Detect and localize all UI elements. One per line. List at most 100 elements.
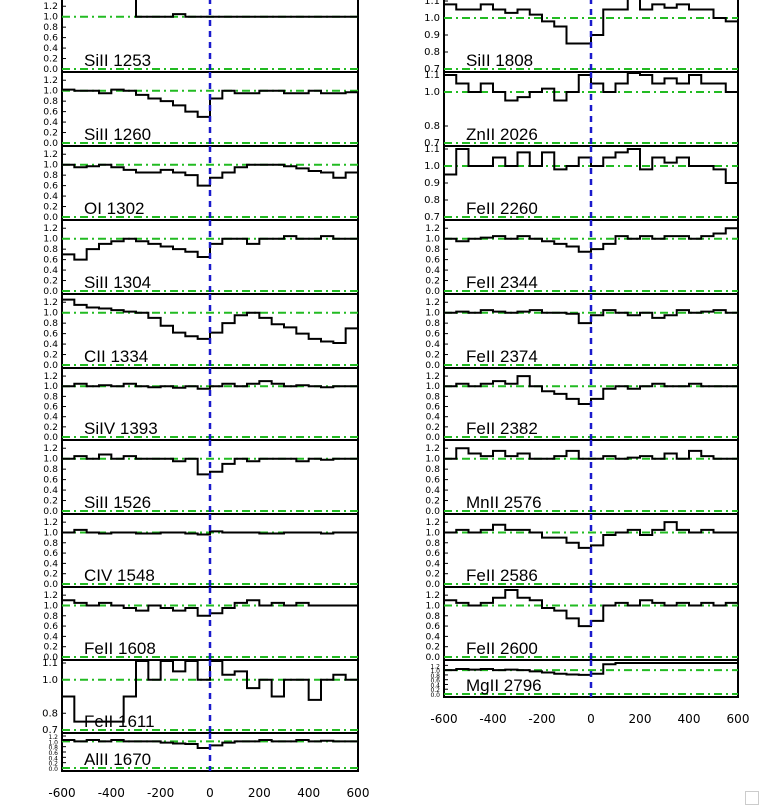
y-tick-label: 0.6	[43, 255, 58, 266]
x-tick-label: 400	[297, 786, 320, 800]
spectrum-panel: 0.00.20.40.60.81.01.2 FeII 2344	[425, 219, 739, 297]
transition-label: SiII 1304	[84, 273, 151, 292]
y-tick-label: 0.4	[43, 485, 58, 496]
y-tick-label: 1.2	[425, 223, 440, 234]
flux-histogram	[62, 380, 358, 390]
flux-histogram	[444, 521, 738, 549]
flux-histogram	[444, 0, 738, 45]
y-tick-label: 0.4	[43, 117, 58, 128]
transition-label: MnII 2576	[466, 493, 542, 512]
x-tick-label: -200	[528, 712, 555, 726]
y-tick-label: 1.0	[425, 234, 440, 245]
y-tick-label: 0.4	[426, 632, 441, 642]
y-tick-label: 0.0	[43, 360, 58, 371]
y-tick-label: 0.4	[426, 559, 441, 569]
y-tick-label: 0.2	[43, 128, 58, 139]
flux-histogram	[62, 88, 358, 118]
y-tick-label: 0.2	[43, 54, 58, 65]
y-tick-label: 1.0	[424, 161, 440, 172]
spectrum-panel: 0.00.20.40.60.81.01.2 FeII 1608	[44, 586, 359, 663]
y-tick-label: 0.0	[44, 433, 59, 443]
y-tick-label: 0.8	[424, 121, 440, 132]
spectrum-panel: 0.7 0.8 0.9 1.0 1.1 FeII 2260	[424, 144, 739, 223]
y-tick-label: 0.2	[48, 761, 58, 768]
transition-label: FeII 2344	[466, 273, 538, 292]
y-tick-label: 0.6	[44, 622, 59, 632]
y-tick-label: 1.1	[42, 658, 58, 669]
spectrum-panel: 0.00.20.40.60.81.01.2 FeII 2600	[426, 586, 739, 663]
y-tick-label: 0.4	[425, 339, 440, 350]
y-tick-label: 1.2	[426, 372, 440, 382]
y-tick-label: 0.8	[426, 612, 441, 622]
transition-label: FeII 2586	[466, 566, 538, 585]
x-tick-label: -600	[430, 712, 457, 726]
spectrum-panel: 0.00.20.40.60.81.01.2 AlII 1670	[48, 732, 359, 773]
transition-label: OI 1302	[84, 199, 145, 218]
spectrum-panel: 0.00.20.40.60.81.01.2 MgII 2796	[430, 659, 739, 699]
y-tick-label: 0.4	[44, 632, 59, 642]
flux-histogram	[62, 163, 358, 187]
y-tick-label: 1.2	[48, 734, 58, 741]
velocity-axis-layer: -600 -400 -200 0 200 400 600 -600 -400 -200 0 200 40…	[48, 712, 749, 800]
y-tick-label: 0.2	[43, 496, 58, 507]
y-tick-label: 0.0	[426, 580, 441, 590]
spectrum-panel: 0.7 0.8 1.0 1.1 ZnII 2026	[424, 70, 739, 149]
x-tick-label: 600	[347, 786, 370, 800]
y-tick-label: 0.4	[44, 559, 59, 569]
y-tick-label: 0.4	[430, 682, 440, 689]
spectrum-panel: 0.00.20.40.60.81.01.2 SiII 1253	[43, 0, 359, 75]
y-tick-label: 1.2	[44, 518, 59, 528]
y-tick-label: 0.8	[425, 318, 440, 329]
y-tick-label: 0.4	[43, 43, 58, 54]
y-tick-label: 0.4	[48, 755, 58, 762]
y-tick-label: 1.0	[424, 13, 440, 24]
y-tick-label: 0.8	[43, 244, 58, 255]
x-tick-label: -600	[48, 786, 75, 800]
flux-histogram	[62, 235, 358, 261]
y-tick-label: 1.0	[43, 160, 58, 171]
y-tick-label: 1.1	[424, 70, 440, 81]
y-tick-label: 0.4	[44, 413, 59, 423]
y-tick-label: 0.9	[424, 30, 440, 41]
y-tick-label: 0.6	[48, 750, 58, 757]
y-tick-label: 0.2	[430, 687, 440, 694]
y-tick-label: 0.0	[43, 64, 58, 75]
transition-label: SiII 1526	[84, 493, 151, 512]
y-tick-label: 0.2	[425, 496, 440, 507]
y-tick-label: 1.0	[424, 87, 440, 98]
y-tick-label: 0.0	[43, 138, 58, 149]
y-tick-label: 0.4	[425, 485, 440, 496]
y-tick-label: 0.2	[43, 350, 58, 361]
transition-label: SiIV 1393	[84, 419, 158, 438]
x-tick-label: -200	[147, 786, 174, 800]
spectrum-panel: 0.00.20.40.60.81.01.2 OI 1302	[43, 145, 359, 223]
y-tick-label: 1.0	[425, 308, 440, 319]
y-tick-label: 1.0	[43, 234, 58, 245]
x-tick-label: 200	[629, 712, 652, 726]
spectrum-panel: 0.00.20.40.60.81.01.2 SiIV 1393	[44, 367, 359, 443]
y-tick-label: 0.6	[43, 107, 58, 118]
y-tick-label: 0.2	[425, 350, 440, 361]
y-tick-label: 0.0	[430, 692, 440, 699]
y-tick-label: 0.0	[425, 360, 440, 371]
y-tick-label: 0.2	[43, 276, 58, 287]
y-tick-label: 1.0	[43, 454, 58, 465]
y-tick-label: 0.0	[425, 506, 440, 517]
y-tick-label: 0.7	[424, 212, 440, 223]
y-tick-label: 0.8	[43, 22, 58, 33]
x-tick-label: 0	[587, 712, 595, 726]
y-tick-label: 0.0	[43, 506, 58, 517]
y-tick-label: 0.8	[43, 464, 58, 475]
transition-label: FeII 2260	[466, 199, 538, 218]
y-tick-label: 0.0	[43, 212, 58, 223]
transition-label: SiII 1260	[84, 125, 151, 144]
y-tick-label: 1.0	[426, 528, 441, 538]
spectrum-panel: 0.00.20.40.60.81.01.2 SiII 1304	[43, 219, 359, 297]
y-tick-label: 0.6	[43, 475, 58, 486]
transition-label: FeII 1608	[84, 639, 156, 658]
y-tick-label: 1.0	[44, 601, 59, 611]
y-tick-label: 1.2	[43, 297, 58, 308]
transition-label: FeII 2374	[466, 347, 538, 366]
x-tick-label: 600	[727, 712, 750, 726]
y-tick-label: 0.6	[425, 475, 440, 486]
